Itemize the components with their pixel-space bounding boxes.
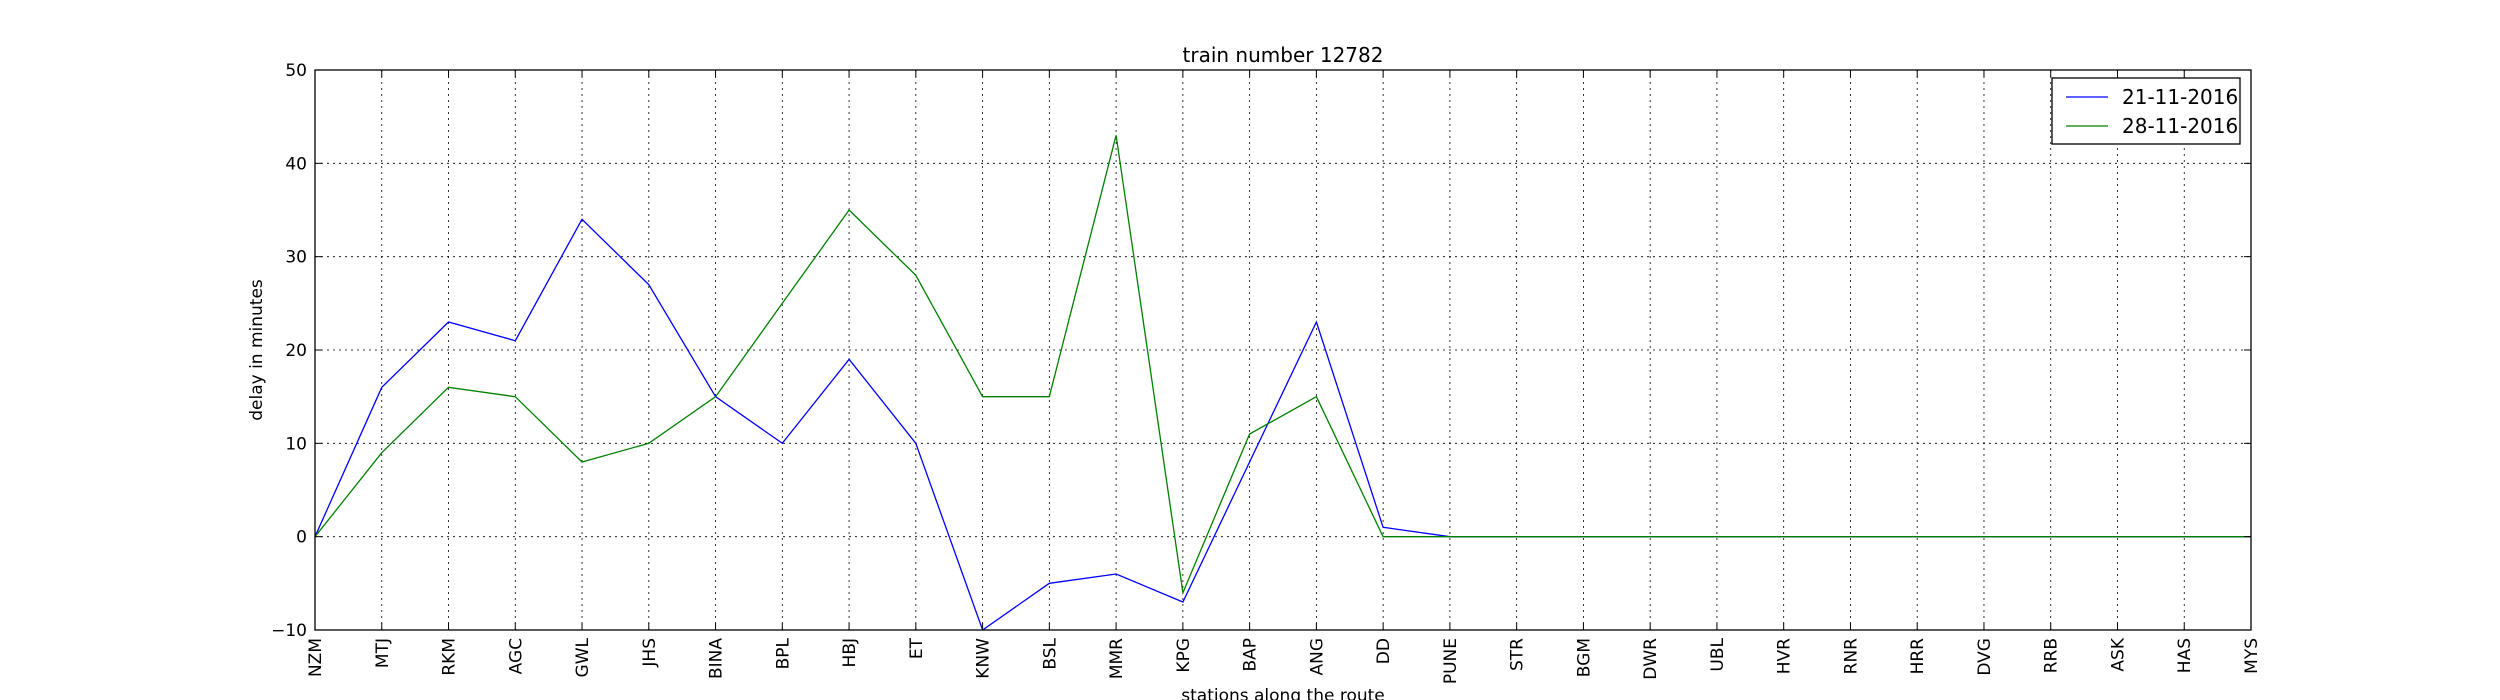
grid [315, 70, 2251, 630]
x-tick-label-hvr: HVR [1775, 638, 1795, 674]
y-tick-label: 40 [285, 154, 307, 174]
x-tick-label-jhs: JHS [640, 638, 660, 668]
x-tick-label-dvg: DVG [1975, 638, 1995, 676]
y-tick-label: −10 [271, 621, 307, 641]
y-tick-label: 30 [285, 248, 307, 268]
x-tick-label-dd: DD [1374, 638, 1394, 664]
x-tick-label-bpl: BPL [773, 637, 793, 669]
x-tick-label-et: ET [907, 637, 927, 659]
x-tick-label-rrb: RRB [2042, 638, 2062, 673]
x-tick-label-bgm: BGM [1574, 638, 1594, 677]
series-lines [314, 135, 2251, 632]
x-tick-label-rkm: RKM [440, 638, 460, 676]
x-tick-label-agc: AGC [506, 638, 526, 674]
legend-label-2: 28-11-2016 [2122, 114, 2238, 138]
series-line-2 [314, 135, 2251, 596]
y-tick-label: 0 [296, 528, 307, 548]
chart-title: train number 12782 [1183, 43, 1384, 67]
x-tick-label-rnr: RNR [1841, 638, 1861, 675]
x-tick-label-ubl: UBL [1708, 637, 1728, 671]
x-tick-label-ask: ASK [2108, 637, 2128, 671]
x-tick-label-str: STR [1508, 638, 1528, 671]
x-tick-label-bina: BINA [707, 638, 727, 679]
legend-label-1: 21-11-2016 [2122, 85, 2238, 109]
x-tick-label-hbj: HBJ [840, 638, 860, 667]
x-tick-label-kpg: KPG [1174, 638, 1194, 673]
y-tick-label: 20 [285, 341, 307, 361]
x-tick-label-has: HAS [2175, 638, 2195, 673]
x-tick-label-bsl: BSL [1040, 637, 1060, 669]
x-tick-label-gwl: GWL [573, 637, 593, 677]
y-tick-label: 50 [285, 61, 307, 81]
legend-box [2051, 77, 2241, 145]
series-line-1 [314, 218, 2251, 632]
x-tick-label-nzm: NZM [306, 638, 326, 677]
x-axis-label: stations along the route [1181, 686, 1385, 700]
x-tick-label-knw: KNW [974, 638, 994, 679]
x-tick-label-mmr: MMR [1107, 638, 1127, 679]
x-tick-label-hrr: HRR [1908, 638, 1928, 675]
y-axis-ticks: −10 0 10 20 30 40 50 [271, 61, 2251, 641]
x-tick-label-ang: ANG [1307, 638, 1327, 676]
x-axis-ticks: NZM MTJ RKM AGC GWL JHS BINA BPL HBJ ET KNW BSL MMR K… [306, 70, 2262, 684]
x-tick-label-mtj: MTJ [373, 638, 393, 668]
x-tick-label-pune: PUNE [1441, 638, 1461, 684]
y-tick-label: 10 [285, 434, 307, 454]
x-tick-label-mys: MYS [2242, 638, 2262, 674]
y-axis-label: delay in minutes [247, 279, 267, 421]
x-tick-label-bap: BAP [1241, 638, 1261, 672]
x-tick-label-dwr: DWR [1641, 638, 1661, 680]
legend: 21-11-2016 28-11-2016 [2051, 77, 2241, 145]
